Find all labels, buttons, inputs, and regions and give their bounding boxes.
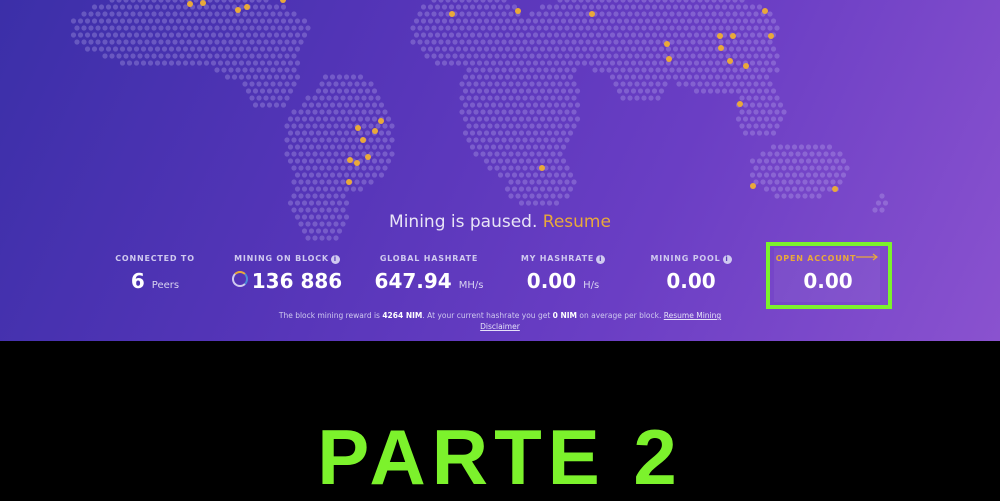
peer-node-dot [355,125,361,131]
disclaimer-link[interactable]: Disclaimer [480,322,520,331]
highlight-box [766,242,892,309]
peer-node-dot [768,33,774,39]
peer-node-dot [200,0,206,6]
stat-global-hashrate-label: GLOBAL HASHRATE [379,254,479,263]
peer-node-dot [727,58,733,64]
stat-my-hashrate-label: MY HASHRATE [520,254,595,263]
peer-node-dot [354,160,360,166]
stat-open-account[interactable]: OPEN ACCOUNT 0.00 [753,252,903,293]
peer-node-dot [360,137,366,143]
footer-text: on average per block. [579,311,662,320]
stats-bar: CONNECTED TO 6 Peers MINING ON BLOCK i 13… [0,252,1000,312]
peer-node-dot [762,8,768,14]
peer-node-dot [730,33,736,39]
peer-node-dot [346,179,352,185]
peer-node-dot [539,165,545,171]
peer-node-dot [280,0,286,3]
reward-footer: The block mining reward is 4264 NIM. At … [0,310,1000,332]
peer-node-dot [589,11,595,17]
mining-status-text: Mining is paused. [389,212,538,232]
peer-node-dot [750,183,756,189]
info-icon[interactable]: i [596,255,606,264]
info-icon[interactable]: i [722,255,732,264]
peer-node-dot [666,56,672,62]
miner-screen: Mining is paused. Resume CONNECTED TO 6 … [0,0,1000,341]
peer-node-dot [347,157,353,163]
overlay-caption: PARTE 2 [317,413,683,501]
peer-nodes [187,0,838,192]
resume-link[interactable]: Resume [542,212,611,232]
peer-node-dot [365,154,371,160]
my-hashrate-value: 0.00 [526,269,577,293]
peer-node-dot [235,7,241,13]
peer-node-dot [718,45,724,51]
stat-mining-pool-label: MINING POOL [650,254,721,263]
arrow-right-icon [856,253,879,261]
footer-text: . At your current hashrate you get [422,311,551,320]
footer-text: The block mining reward is [278,311,380,320]
global-hashrate-unit: MH/s [458,280,484,291]
info-icon[interactable]: i [330,255,340,264]
stat-connected: CONNECTED TO 6 Peers [80,252,230,293]
global-hashrate-value: 647.94 [374,269,452,293]
loading-spinner-icon [231,271,248,287]
reward-amount: 4264 NIM [382,311,423,320]
mining-pool-value: 0.00 [666,269,716,293]
world-map [70,0,889,241]
stat-my-hashrate: MY HASHRATE i 0.00 H/s [488,252,638,293]
peer-node-dot [515,8,521,14]
resume-mining-link[interactable]: Resume Mining [663,311,722,320]
peer-node-dot [832,186,838,192]
peer-node-dot [187,1,193,7]
stat-connected-label: CONNECTED TO [115,254,195,263]
mining-status: Mining is paused. Resume [0,212,1000,232]
peers-unit: Peers [151,280,180,291]
peer-node-dot [372,128,378,134]
my-hashrate-unit: H/s [583,280,600,291]
stat-global-hashrate: GLOBAL HASHRATE 647.94 MH/s [354,252,504,293]
peer-node-dot [664,41,670,47]
map-dots [70,0,889,241]
expected-amount: 0 NIM [552,311,578,320]
account-balance: 0.00 [803,269,853,293]
stat-block: MINING ON BLOCK i 136 886 [212,252,362,293]
open-account-label[interactable]: OPEN ACCOUNT [775,254,857,263]
peer-node-dot [717,33,723,39]
peer-node-dot [743,63,749,69]
peer-node-dot [244,4,250,10]
peer-node-dot [449,11,455,17]
peer-node-dot [378,118,384,124]
stat-mining-pool: MINING POOL i 0.00 [616,252,766,293]
stat-block-label: MINING ON BLOCK [234,254,329,263]
block-number: 136 886 [251,269,343,293]
peer-node-dot [737,101,743,107]
peers-count: 6 [130,269,145,293]
